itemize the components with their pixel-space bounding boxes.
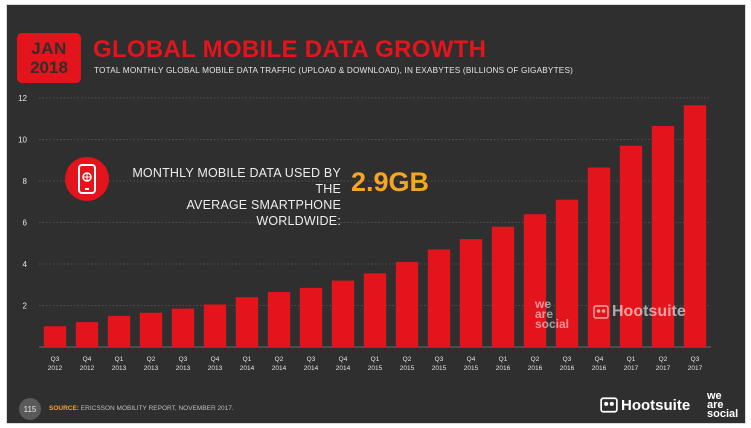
badge-month: JAN xyxy=(31,39,67,58)
x-tick-label-year: 2014 xyxy=(240,365,255,372)
x-tick-label-year: 2013 xyxy=(144,365,159,372)
bar xyxy=(171,308,195,347)
source-text: ERICSSON MOBILITY REPORT, NOVEMBER 2017. xyxy=(80,405,234,412)
x-tick-label-year: 2017 xyxy=(688,365,703,372)
x-tick-label-quarter: Q1 xyxy=(627,356,636,363)
hootsuite-logo-text: Hootsuite xyxy=(621,396,691,414)
x-tick-label-year: 2014 xyxy=(272,365,287,372)
bar xyxy=(395,261,419,347)
x-tick-label-quarter: Q1 xyxy=(371,356,380,363)
x-tick-label-year: 2013 xyxy=(208,365,223,372)
bar xyxy=(651,126,675,347)
watermark-are: are xyxy=(535,307,554,321)
x-tick-label-year: 2017 xyxy=(656,365,671,372)
bar xyxy=(491,226,515,347)
bar xyxy=(299,287,323,347)
x-tick-label-year: 2013 xyxy=(112,365,127,372)
callout-line-1: MONTHLY MOBILE DATA USED BY THE xyxy=(132,166,341,196)
x-tick-label-quarter: Q3 xyxy=(563,356,572,363)
x-tick-label-year: 2016 xyxy=(592,365,607,372)
x-tick-label-quarter: Q2 xyxy=(147,356,156,363)
bar xyxy=(363,273,387,347)
bar xyxy=(203,304,227,347)
bar xyxy=(459,239,483,347)
bar xyxy=(555,199,579,347)
bar-chart: 2 4 6 8 10 12 Q3 2012 Q4 2012 Q1 2013 Q2 2013 Q3 2013 Q4… xyxy=(18,94,711,372)
logo-social: social xyxy=(707,408,739,420)
logo-are: are xyxy=(707,399,724,411)
y-tick-label: 12 xyxy=(18,94,27,103)
x-tick-label-quarter: Q4 xyxy=(211,356,220,363)
bar xyxy=(235,297,259,347)
x-tick-label-year: 2012 xyxy=(80,365,95,372)
slide: JAN 2018 GLOBAL MOBILE DATA GROWTH TOTAL… xyxy=(6,4,746,424)
x-tick-label-year: 2015 xyxy=(368,365,383,372)
bar xyxy=(75,322,99,347)
bar xyxy=(331,280,355,347)
x-tick-label-quarter: Q2 xyxy=(659,356,668,363)
x-tick-label-year: 2013 xyxy=(176,365,191,372)
x-tick-label-year: 2017 xyxy=(624,365,639,372)
bar xyxy=(43,326,67,347)
y-tick-label: 2 xyxy=(23,302,28,311)
y-tick-label: 10 xyxy=(18,136,27,145)
bar xyxy=(683,105,707,347)
logo-we: we xyxy=(707,390,722,402)
callout-line-2: AVERAGE SMARTPHONE WORLDWIDE: xyxy=(186,198,341,228)
x-tick-label-quarter: Q1 xyxy=(499,356,508,363)
x-tick-label-year: 2016 xyxy=(528,365,543,372)
hootsuite-watermark: Hootsuite xyxy=(593,303,686,321)
bar xyxy=(107,315,131,347)
x-tick-label-year: 2016 xyxy=(560,365,575,372)
x-tick-label-quarter: Q1 xyxy=(243,356,252,363)
y-tick-label: 4 xyxy=(23,260,28,269)
page-number: 115 xyxy=(19,398,41,420)
callout-value: 2.9GB xyxy=(351,167,430,197)
x-tick-label-quarter: Q3 xyxy=(179,356,188,363)
x-tick-label-quarter: Q3 xyxy=(51,356,60,363)
x-tick-label-year: 2015 xyxy=(400,365,415,372)
hootsuite-logo: Hootsuite xyxy=(600,396,690,414)
chart-subtitle: TOTAL MONTHLY GLOBAL MOBILE DATA TRAFFIC… xyxy=(94,66,574,75)
bar xyxy=(427,249,451,347)
x-tick-label-quarter: Q4 xyxy=(467,356,476,363)
x-tick-label-quarter: Q3 xyxy=(307,356,316,363)
bar xyxy=(267,292,291,347)
x-tick-label-quarter: Q2 xyxy=(531,356,540,363)
x-tick-label-year: 2016 xyxy=(496,365,511,372)
smartphone-icon xyxy=(65,157,109,201)
x-tick-label-quarter: Q2 xyxy=(275,356,284,363)
chart-title: GLOBAL MOBILE DATA GROWTH xyxy=(93,36,487,63)
y-tick-label: 6 xyxy=(23,219,28,228)
owl-icon xyxy=(593,305,609,319)
bar xyxy=(619,145,643,347)
x-tick-label-quarter: Q2 xyxy=(403,356,412,363)
x-tick-label-year: 2014 xyxy=(336,365,351,372)
x-tick-label-year: 2012 xyxy=(48,365,63,372)
we-are-social-logo: we are social xyxy=(707,390,739,420)
x-tick-label-quarter: Q4 xyxy=(595,356,604,363)
bar xyxy=(587,167,611,347)
watermark-social: social xyxy=(535,317,570,331)
x-tick-label-quarter: Q3 xyxy=(691,356,700,363)
x-tick-label-quarter: Q1 xyxy=(115,356,124,363)
source-note: SOURCE: ERICSSON MOBILITY REPORT, NOVEMB… xyxy=(49,405,234,412)
x-tick-label-year: 2014 xyxy=(304,365,319,372)
source-label: SOURCE: xyxy=(49,405,79,412)
x-tick-label-quarter: Q4 xyxy=(339,356,348,363)
y-tick-label: 8 xyxy=(23,177,28,186)
watermark-we: we xyxy=(535,297,552,311)
x-tick-label-quarter: Q3 xyxy=(435,356,444,363)
x-tick-label-year: 2015 xyxy=(432,365,447,372)
x-tick-label-quarter: Q4 xyxy=(83,356,92,363)
callout-text: MONTHLY MOBILE DATA USED BY THE AVERAGE … xyxy=(123,165,341,229)
owl-icon xyxy=(600,397,618,413)
watermark-hootsuite-text: Hootsuite xyxy=(612,303,686,320)
x-tick-label-year: 2015 xyxy=(464,365,479,372)
bar xyxy=(523,214,547,347)
we-are-social-watermark: we are social xyxy=(535,297,570,331)
bar xyxy=(139,312,163,347)
badge-year: 2018 xyxy=(30,58,68,77)
date-badge: JAN 2018 xyxy=(17,33,81,83)
